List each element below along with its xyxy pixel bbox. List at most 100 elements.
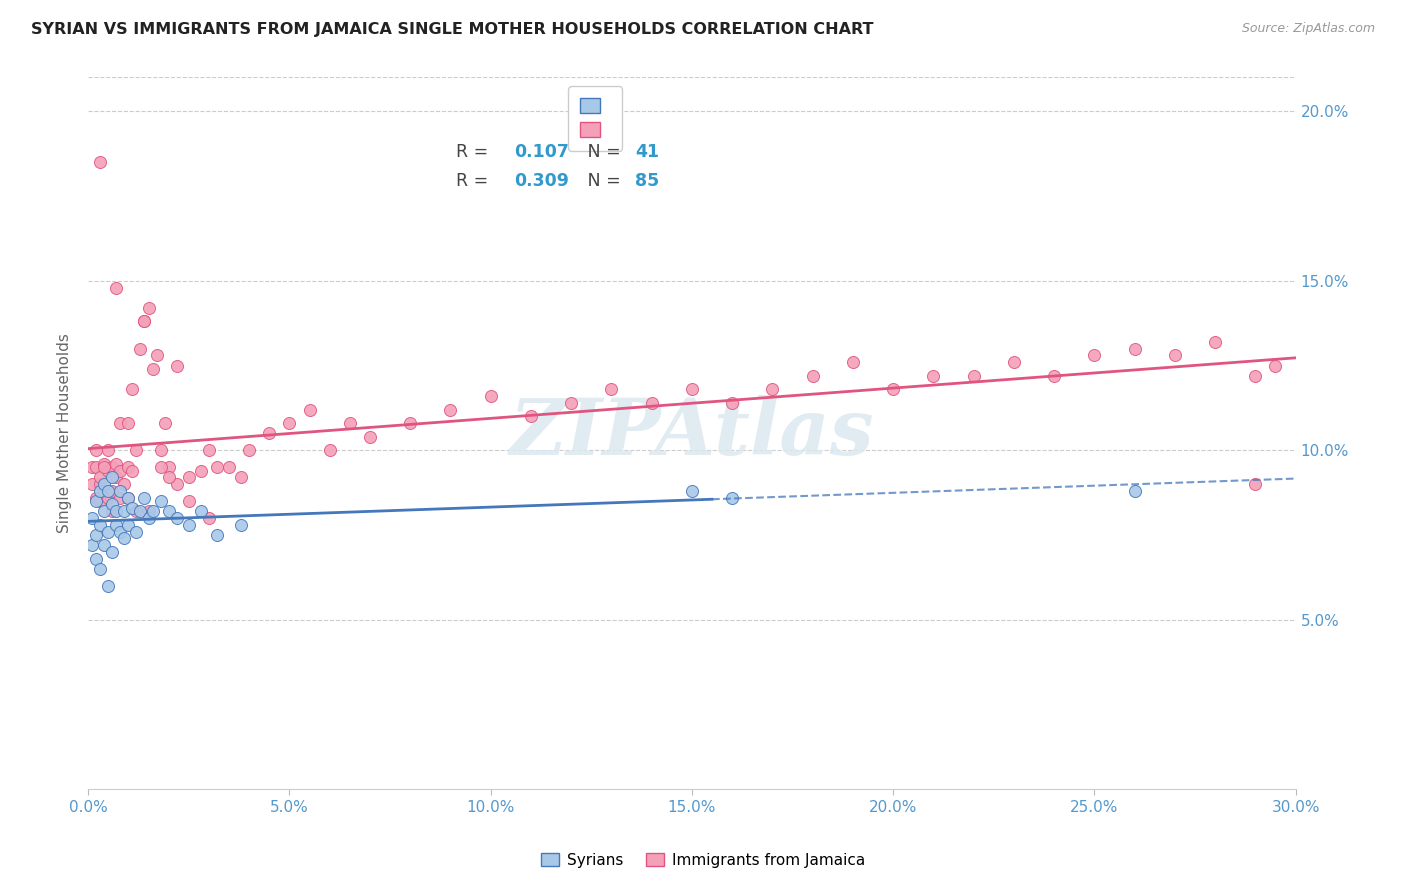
Point [1123,483,1146,498]
Point [1123,342,1146,356]
Point [84,460,107,475]
Point [560,396,582,410]
Point [89,470,111,484]
Point [134,491,156,505]
Point [97,579,120,593]
Point [125,504,148,518]
Point [82,511,104,525]
Point [138,504,160,518]
Point [922,368,945,383]
Point [101,460,124,475]
Point [110,483,132,498]
Point [101,470,124,484]
Point [141,362,163,376]
Point [84,491,107,505]
Point [962,368,984,383]
Point [318,443,340,458]
Text: 41: 41 [636,144,659,161]
Text: SYRIAN VS IMMIGRANTS FROM JAMAICA SINGLE MOTHER HOUSEHOLDS CORRELATION CHART: SYRIAN VS IMMIGRANTS FROM JAMAICA SINGLE… [31,22,873,37]
Text: 0.107: 0.107 [515,144,569,161]
Point [145,348,167,362]
Point [97,443,120,458]
Point [138,511,160,525]
Point [157,470,180,484]
Point [229,470,252,484]
Legend: Syrians, Immigrants from Jamaica: Syrians, Immigrants from Jamaica [534,847,872,873]
Point [105,457,128,471]
Point [101,483,124,498]
Point [89,483,111,498]
Point [149,443,172,458]
Text: Source: ZipAtlas.com: Source: ZipAtlas.com [1241,22,1375,36]
Point [112,504,135,518]
Point [93,460,115,475]
Point [97,464,120,478]
Text: 85: 85 [636,171,659,190]
Point [93,504,115,518]
Point [129,504,152,518]
Point [177,470,200,484]
Point [97,524,120,539]
Point [93,483,115,498]
Point [1164,348,1187,362]
Point [479,389,502,403]
Point [439,402,461,417]
Point [121,500,143,515]
Point [278,416,301,430]
Text: 0.309: 0.309 [515,171,569,190]
Point [84,443,107,458]
Point [89,562,111,576]
Point [190,464,212,478]
Point [129,342,152,356]
Point [1244,368,1267,383]
Point [112,532,135,546]
Point [101,498,124,512]
Point [110,416,132,430]
Point [112,477,135,491]
Text: N =: N = [571,171,627,190]
Point [153,416,176,430]
Point [218,460,240,475]
Point [190,504,212,518]
Point [157,460,180,475]
Point [117,491,139,505]
Point [198,443,221,458]
Point [761,382,783,396]
Text: N =: N = [571,144,627,161]
Point [110,524,132,539]
Point [110,464,132,478]
Point [89,517,111,532]
Point [105,504,128,518]
Point [1002,355,1025,369]
Point [134,314,156,328]
Point [198,511,221,525]
Point [721,396,744,410]
Point [205,460,228,475]
Point [177,517,200,532]
Point [157,504,180,518]
Point [82,538,104,552]
Point [125,524,148,539]
Point [101,545,124,559]
Point [97,491,120,505]
Point [399,416,422,430]
Point [166,511,188,525]
Point [121,464,143,478]
Point [93,457,115,471]
Point [801,368,824,383]
Point [125,443,148,458]
Point [1083,348,1105,362]
Point [681,483,703,498]
Point [97,483,120,498]
Text: R =: R = [457,171,494,190]
Point [259,426,281,441]
Point [1204,334,1226,349]
Point [110,491,132,505]
Point [105,280,128,294]
Point [339,416,361,430]
Point [117,416,139,430]
Point [166,477,188,491]
Point [84,494,107,508]
Point [600,382,623,396]
Point [882,382,904,396]
